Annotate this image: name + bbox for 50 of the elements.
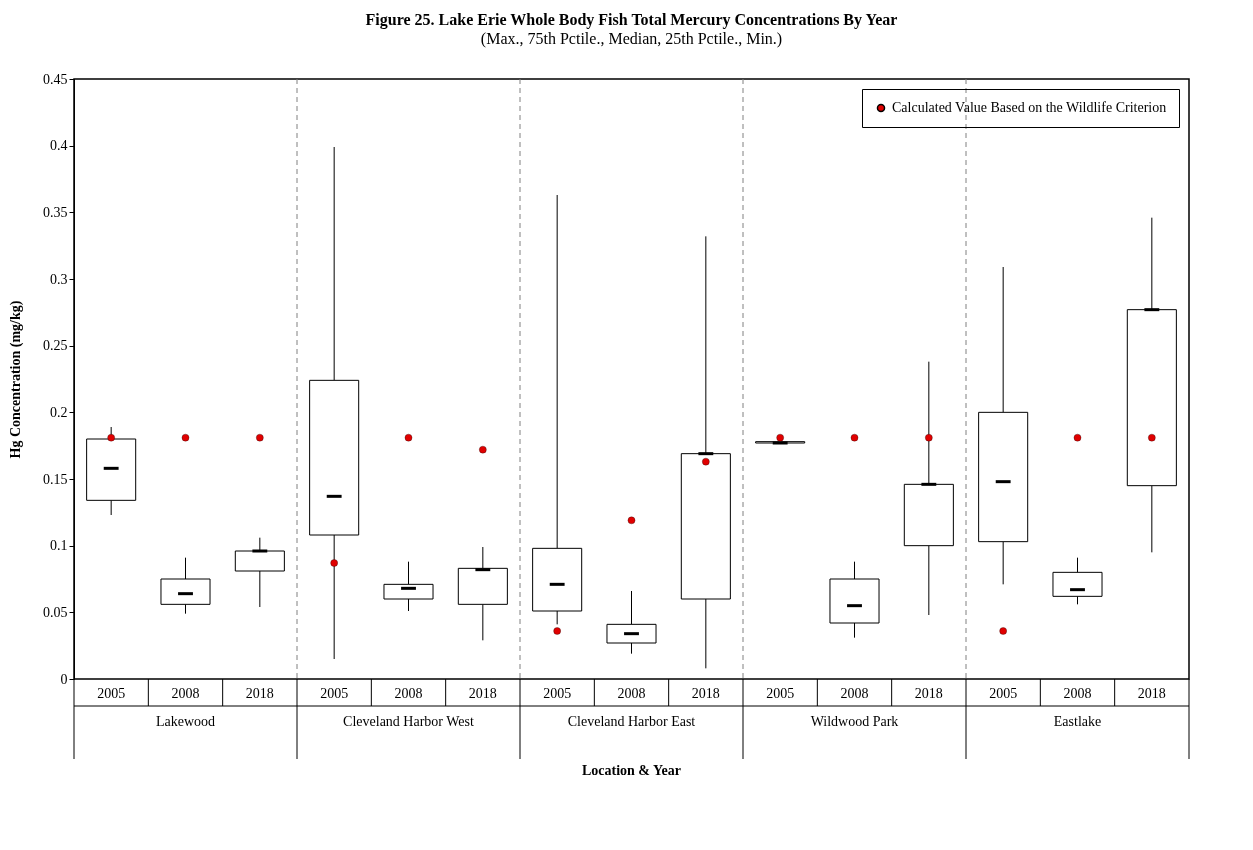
chart-title: Figure 25. Lake Erie Whole Body Fish Total Mercury Concentrations By Year (365, 11, 898, 29)
x-tick-label: 2008 (840, 686, 869, 701)
point (776, 433, 784, 442)
y-tick-label: 0.45 (43, 71, 68, 87)
x-tick-label: 2008 (1063, 686, 1092, 701)
x-tick-label: 2018 (245, 686, 274, 701)
y-tick-label: 0.1 (50, 538, 68, 554)
x-tick-label: 2008 (617, 686, 646, 701)
x-tick-label: 2008 (171, 686, 200, 701)
x-tick-label: 2005 (543, 686, 572, 701)
x-tick-label: 2005 (766, 686, 795, 701)
x-axis-title: Location & Year (581, 763, 682, 778)
x-tick-label: 2005 (97, 686, 126, 701)
y-tick-label: 0.05 (43, 604, 68, 620)
x-tick-label: 2018 (468, 686, 497, 701)
y-tick-label: 0.2 (50, 404, 68, 420)
x-tick-label: 2005 (320, 686, 349, 701)
text: Cleveland Harbor East (567, 714, 696, 729)
point (107, 433, 115, 442)
text: Eastlake (1053, 714, 1102, 729)
x-tick-label: 2018 (1137, 686, 1166, 701)
point (1073, 433, 1082, 442)
text: Wildwood Park (810, 714, 899, 729)
point (850, 433, 859, 442)
point (925, 433, 933, 442)
y-tick-label: 0.4 (50, 138, 68, 154)
y-tick-label: 0.15 (43, 471, 68, 487)
text: Lakewood (155, 714, 216, 729)
point (479, 445, 487, 454)
point (256, 433, 264, 442)
y-tick-label: 0.25 (43, 338, 68, 354)
y-tick-label: 0 (60, 671, 68, 687)
point (553, 627, 561, 635)
point (702, 457, 710, 466)
x-tick-label: 2018 (914, 686, 943, 701)
point (1148, 433, 1156, 442)
y-axis-title: Hg Concentration (mg/kg) (8, 300, 24, 459)
point (627, 516, 636, 525)
x-tick-label: 2005 (989, 686, 1018, 701)
legend-label: Calculated Value Based on the Wildlife Criterion (892, 100, 1167, 115)
chart-subtitle: (Max., 75th Pctile., Median, 25th Pctile., Min.) (480, 30, 783, 48)
text: Cleveland Harbor West (343, 714, 474, 729)
x-tick-label: 2008 (394, 686, 423, 701)
point (330, 559, 338, 567)
point (404, 433, 413, 442)
point (999, 627, 1007, 635)
point (181, 433, 190, 442)
y-tick-label: 0.3 (50, 271, 68, 287)
x-tick-label: 2018 (691, 686, 720, 701)
y-tick-label: 0.35 (43, 204, 68, 220)
